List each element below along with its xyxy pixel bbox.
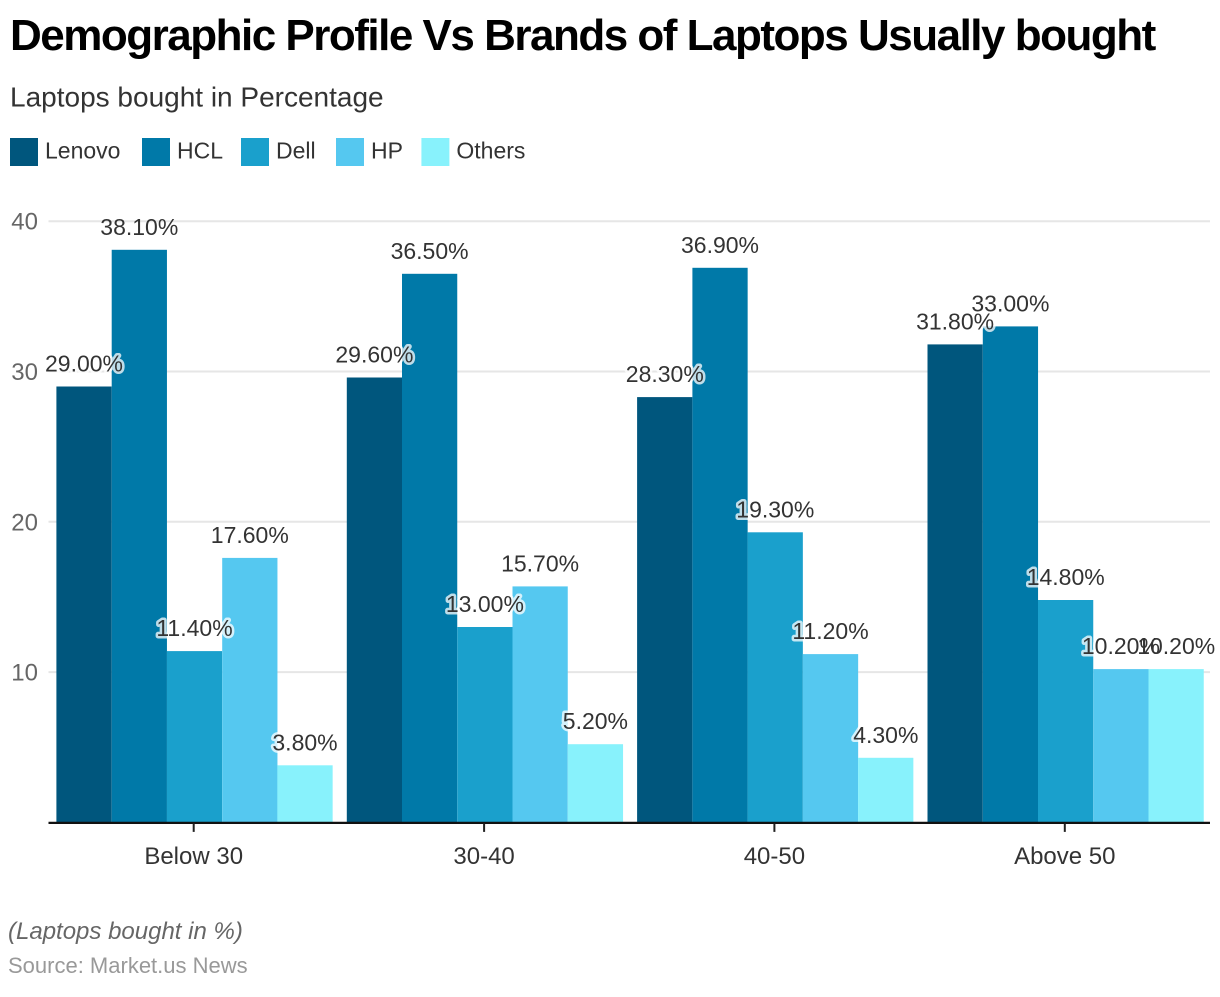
svg-text:11.40%: 11.40% — [156, 615, 232, 641]
svg-text:4.30%: 4.30% — [853, 722, 918, 748]
svg-text:17.60%: 17.60% — [211, 522, 289, 548]
svg-text:HCL: HCL — [177, 138, 223, 164]
svg-text:11.20%: 11.20% — [792, 618, 868, 644]
svg-text:30: 30 — [11, 359, 38, 386]
svg-text:10.20%: 10.20% — [1137, 633, 1215, 659]
svg-text:5.20%: 5.20% — [563, 708, 628, 734]
svg-text:5.20%: 5.20% — [563, 708, 628, 734]
svg-text:28.30%: 28.30% — [626, 361, 704, 387]
svg-text:33.00%: 33.00% — [971, 290, 1049, 316]
svg-text:13.00%: 13.00% — [446, 591, 524, 617]
svg-text:10.20%: 10.20% — [1137, 633, 1215, 659]
svg-text:29.60%: 29.60% — [335, 342, 413, 368]
svg-text:20: 20 — [11, 509, 38, 536]
svg-text:14.80%: 14.80% — [1027, 564, 1105, 590]
svg-text:30-40: 30-40 — [453, 843, 514, 870]
svg-text:31.80%: 31.80% — [916, 308, 994, 334]
svg-text:14.80%: 14.80% — [1027, 564, 1105, 590]
svg-text:Lenovo: Lenovo — [45, 138, 120, 164]
svg-text:29.60%: 29.60% — [335, 342, 413, 368]
svg-text:3.80%: 3.80% — [272, 729, 337, 755]
svg-text:Others: Others — [456, 138, 525, 164]
svg-text:Demographic Profile Vs Brands: Demographic Profile Vs Brands of Laptops… — [10, 11, 1157, 60]
svg-text:36.90%: 36.90% — [681, 232, 759, 258]
svg-text:28.30%: 28.30% — [626, 361, 704, 387]
svg-text:Dell: Dell — [276, 138, 316, 164]
svg-text:10.20%: 10.20% — [1082, 633, 1160, 659]
svg-text:38.10%: 38.10% — [100, 214, 178, 240]
svg-text:31.80%: 31.80% — [916, 308, 994, 334]
svg-text:19.30%: 19.30% — [736, 496, 814, 522]
svg-text:Below 30: Below 30 — [144, 843, 243, 870]
svg-text:Above 50: Above 50 — [1014, 843, 1115, 870]
svg-text:29.00%: 29.00% — [45, 351, 123, 377]
svg-text:3.80%: 3.80% — [272, 729, 337, 755]
svg-text:(Laptops bought in %): (Laptops bought in %) — [8, 918, 243, 945]
svg-text:Laptops bought in Percentage: Laptops bought in Percentage — [10, 82, 384, 113]
svg-text:29.00%: 29.00% — [45, 351, 123, 377]
svg-text:4.30%: 4.30% — [853, 722, 918, 748]
svg-text:13.00%: 13.00% — [446, 591, 524, 617]
svg-text:15.70%: 15.70% — [501, 550, 579, 576]
svg-text:10.20%: 10.20% — [1082, 633, 1160, 659]
svg-text:10: 10 — [11, 660, 38, 687]
svg-text:19.30%: 19.30% — [736, 496, 814, 522]
svg-text:40-50: 40-50 — [744, 843, 805, 870]
svg-text:Source: Market.us News: Source: Market.us News — [8, 953, 248, 978]
svg-text:11.20%: 11.20% — [792, 618, 868, 644]
svg-text:36.50%: 36.50% — [391, 238, 469, 264]
svg-text:HP: HP — [371, 138, 403, 164]
svg-text:11.40%: 11.40% — [156, 615, 232, 641]
svg-text:40: 40 — [11, 209, 38, 236]
